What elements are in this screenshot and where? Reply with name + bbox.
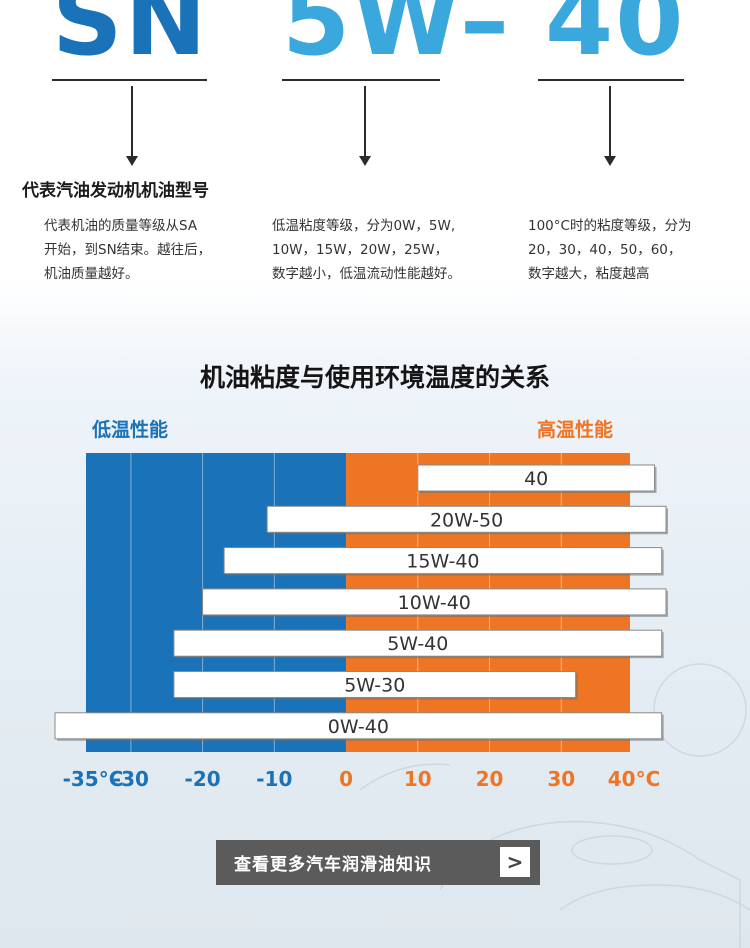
x-tick-label: 10 <box>403 767 432 791</box>
grade-dash: – <box>460 0 511 78</box>
x-tick-label: 30 <box>547 767 576 791</box>
arrow-down-icon <box>604 156 616 166</box>
meaning-title: 代表汽油发动机机油型号 <box>22 181 209 201</box>
more-knowledge-label: 查看更多汽车润滑油知识 <box>234 855 432 875</box>
viscosity-bar <box>54 712 663 740</box>
low-temp-label: 低温性能 <box>92 419 169 441</box>
x-tick-label: 40°C <box>607 767 661 791</box>
viscosity-bar-label: 10W-40 <box>398 592 471 614</box>
viscosity-bar-label: 40 <box>524 468 548 490</box>
chevron-right-icon: > <box>500 847 530 877</box>
pointer-line-low <box>364 86 366 158</box>
x-tick-label: -35°C <box>62 767 124 791</box>
x-tick-label: 20 <box>475 767 504 791</box>
desc-sn-line: 开始，到SN结束。越往后， <box>44 242 212 258</box>
x-tick-label: -10 <box>256 767 293 791</box>
x-tick-label: 0 <box>339 767 354 791</box>
desc-sn: 代表机油的质量等级从SA 开始，到SN结束。越往后， 机油质量越好。 <box>44 214 211 286</box>
desc-sn-line: 代表机油的质量等级从SA <box>44 218 198 234</box>
desc-high: 100°C时的粘度等级，分为 20，30，40，50，60， 数字越大，粘度越高 <box>528 214 691 286</box>
viscosity-bar-label: 20W-50 <box>430 509 503 531</box>
desc-high-line: 20，30，40，50，60， <box>528 242 682 258</box>
viscosity-bar <box>173 671 577 698</box>
arrow-down-icon <box>359 156 371 166</box>
desc-low-line: 10W，15W，20W，25W， <box>272 242 449 258</box>
grade-sn: SN <box>52 0 209 78</box>
arrow-down-icon <box>126 156 138 166</box>
desc-high-line: 数字越大，粘度越高 <box>528 266 650 282</box>
underline-high <box>538 79 684 81</box>
underline-sn <box>52 79 207 81</box>
desc-sn-line: 机油质量越好。 <box>44 266 139 282</box>
viscosity-bar <box>173 629 663 657</box>
viscosity-bar <box>202 588 667 616</box>
x-tick-label: -30 <box>112 767 149 791</box>
desc-low: 低温粘度等级，分为0W，5W, 10W，15W，20W，25W， 数字越小，低温… <box>272 214 461 286</box>
grade-low-temp: 5W <box>282 0 463 78</box>
desc-low-line: 数字越小，低温流动性能越好。 <box>272 266 461 282</box>
grade-high-temp: 40 <box>545 0 686 78</box>
x-tick-label: -20 <box>184 767 221 791</box>
car-outline-decoration <box>359 663 750 948</box>
viscosity-bar-label: 0W-40 <box>328 716 389 738</box>
viscosity-bar-label: 5W-30 <box>344 675 405 697</box>
pointer-line-high <box>609 86 611 158</box>
desc-low-line: 低温粘度等级，分为0W，5W, <box>272 218 456 234</box>
underline-low <box>282 79 440 81</box>
desc-high-line: 100°C时的粘度等级，分为 <box>528 218 692 234</box>
high-temp-label: 高温性能 <box>537 419 614 441</box>
chart-title: 机油粘度与使用环境温度的关系 <box>199 363 550 392</box>
viscosity-bar <box>266 505 667 533</box>
viscosity-bar <box>223 547 663 575</box>
viscosity-bar <box>417 464 656 492</box>
viscosity-bar-label: 5W-40 <box>387 633 448 655</box>
viscosity-bar-label: 15W-40 <box>406 551 479 573</box>
more-knowledge-button[interactable]: 查看更多汽车润滑油知识 > <box>216 840 540 885</box>
pointer-line-sn <box>131 86 133 158</box>
